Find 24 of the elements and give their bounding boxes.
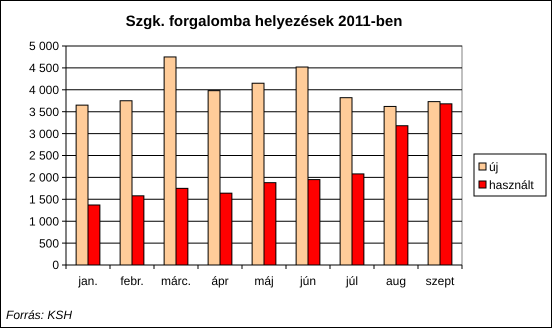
x-tick-label: jún [298,274,316,288]
y-tick-label: 0 [52,258,60,272]
chart-title: Szgk. forgalomba helyezések 2011-ben [126,13,402,30]
y-tick-label: 3 500 [28,104,60,119]
y-tick-label: 1 000 [28,214,60,228]
y-tick-label: 4 500 [28,61,60,76]
y-tick-label: 4 000 [28,83,60,97]
x-tick-label: szept [426,274,456,288]
y-tick-label: 500 [38,236,60,250]
y-tick-label: 2 000 [28,170,60,185]
x-tick-label: aug [386,274,406,288]
x-tick-label: jan. [77,274,98,288]
legend-label: új [489,160,498,174]
y-tick-label: 2 500 [28,148,60,163]
legend-label: használt [489,178,534,192]
y-tick-label: 1 500 [28,192,60,206]
x-tick-label: febr. [120,274,144,288]
y-tick-label: 3 000 [28,126,60,141]
y-tick-label: 5 000 [28,39,60,54]
x-tick-label: márc. [161,274,191,288]
x-tick-label: ápr [211,274,229,288]
text: Forrás: KSH [6,308,72,322]
x-tick-label: júl [344,274,358,288]
x-tick-label: máj [254,274,274,288]
